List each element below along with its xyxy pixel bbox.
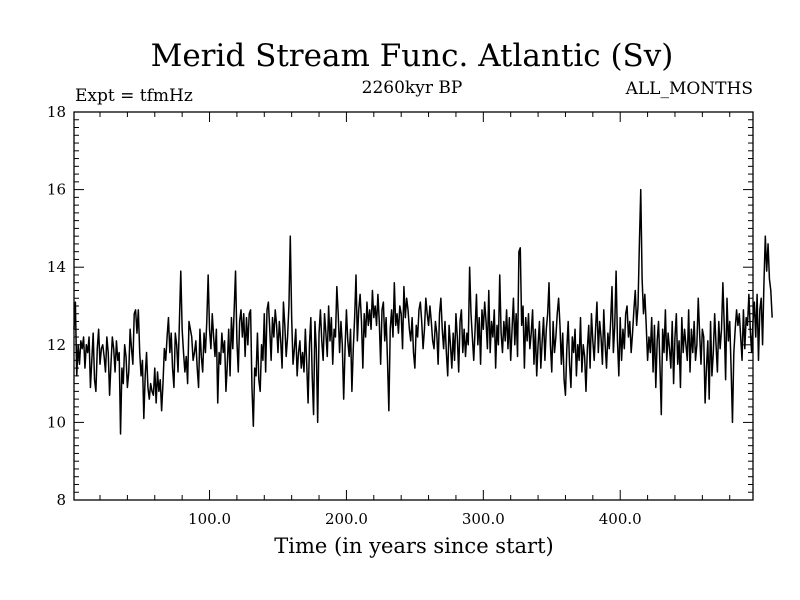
x-tick-label: 100.0 [188, 510, 231, 528]
chart-title: Merid Stream Func. Atlantic (Sv) [151, 38, 674, 74]
x-axis-label: Time (in years since start) [274, 534, 553, 558]
y-tick-label: 8 [56, 491, 66, 509]
axis-ticks [74, 112, 753, 500]
period-label: 2260kyr BP [362, 78, 463, 98]
series-line [73, 188, 773, 435]
y-tick-label: 16 [47, 181, 66, 199]
y-tick-labels: 8 10 12 14 16 18 [47, 103, 66, 509]
x-tick-labels: 100.0 200.0 300.0 400.0 [188, 510, 642, 528]
series-group [73, 188, 773, 435]
x-tick-label: 400.0 [599, 510, 642, 528]
y-tick-label: 10 [47, 413, 66, 431]
experiment-label: Expt = tfmHz [75, 86, 193, 106]
y-tick-label: 18 [47, 103, 66, 121]
x-tick-label: 200.0 [325, 510, 368, 528]
y-tick-label: 14 [47, 258, 66, 276]
months-label: ALL_MONTHS [625, 79, 753, 99]
x-tick-label: 300.0 [462, 510, 505, 528]
y-tick-label: 12 [47, 336, 66, 354]
plot-frame [73, 111, 754, 501]
